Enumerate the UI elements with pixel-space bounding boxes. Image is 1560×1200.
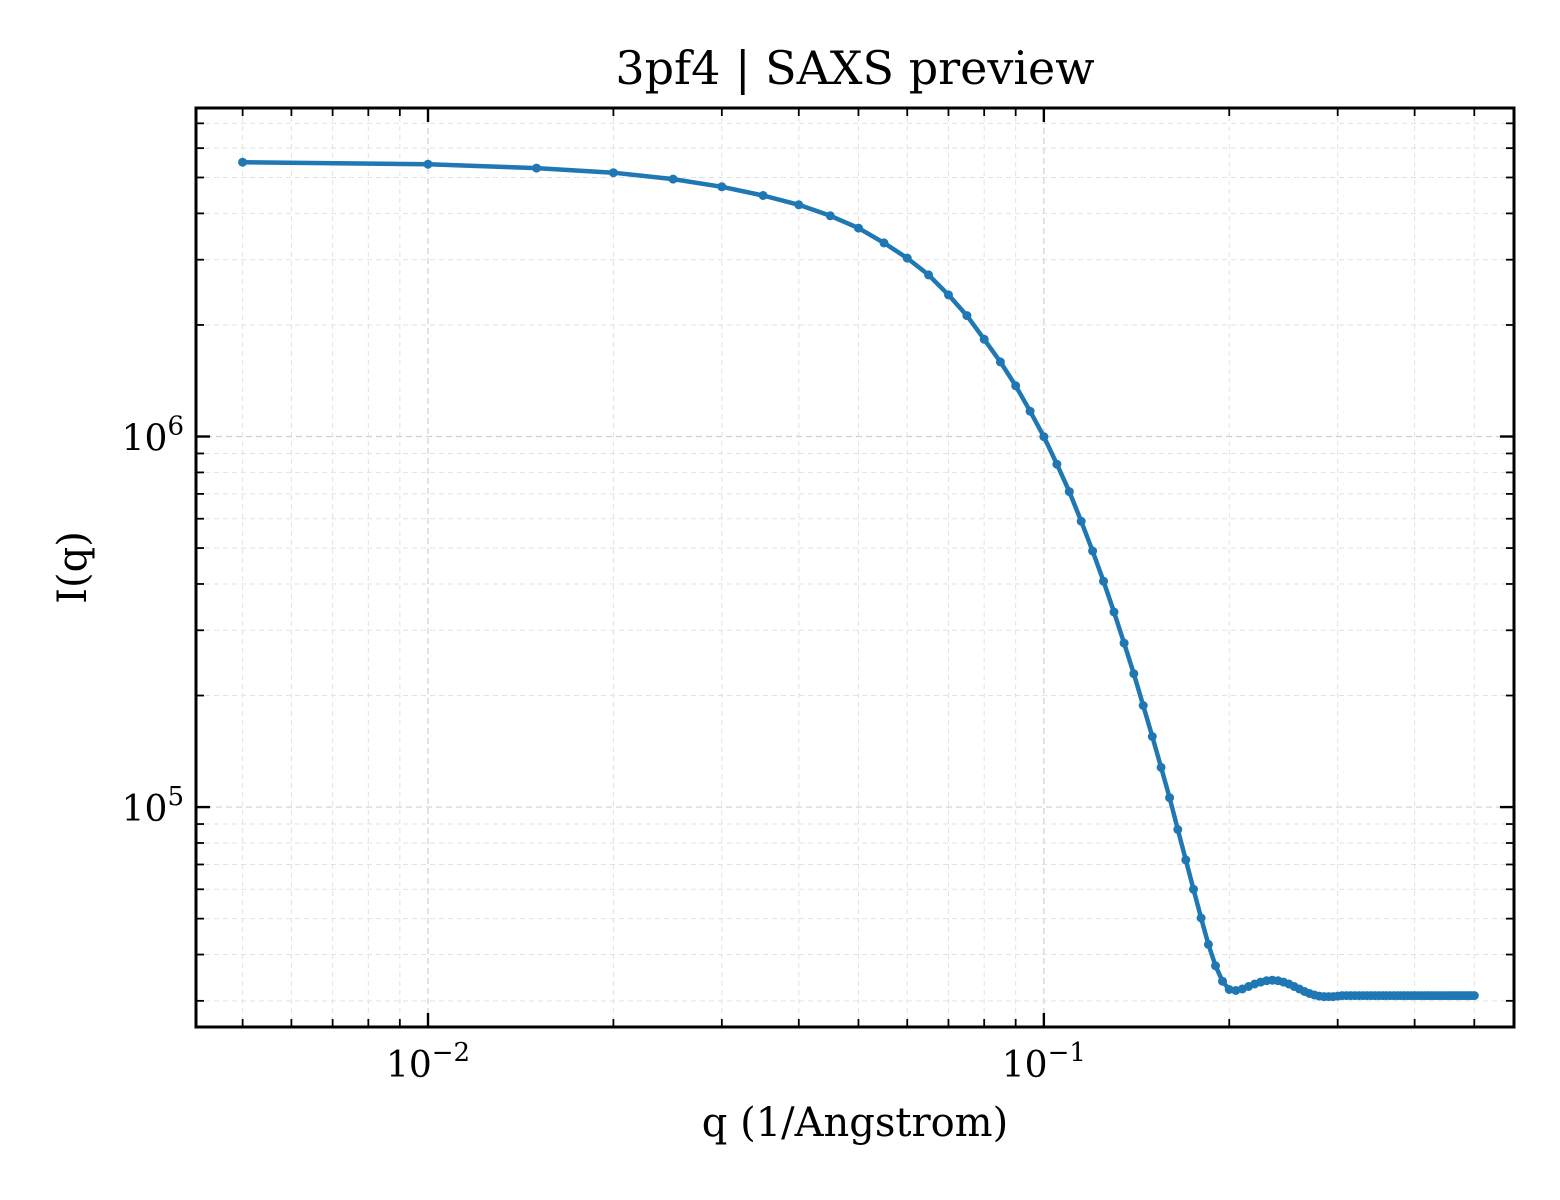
grid-lines [196, 108, 1514, 1027]
data-point [238, 157, 248, 167]
x-axis-label: q (1/Angstrom) [702, 1100, 1008, 1146]
data-point [1064, 487, 1074, 497]
data-point [794, 200, 804, 210]
data-point [1196, 913, 1206, 923]
data-point [1025, 406, 1035, 416]
data-point [879, 238, 889, 248]
data-point [1224, 985, 1234, 994]
data-point [1039, 432, 1049, 442]
x-tick-label: 10−2 [386, 1038, 470, 1086]
data-point [668, 174, 678, 184]
data-point [1138, 701, 1148, 710]
data-point [979, 334, 989, 344]
data-point [1109, 607, 1119, 617]
data-point [995, 357, 1005, 367]
data-point [1165, 793, 1175, 803]
data-point [854, 223, 863, 233]
data-point [962, 311, 972, 321]
data-point [608, 168, 618, 178]
y-tick-label: 106 [122, 412, 184, 460]
data-point [924, 270, 934, 280]
series-layer [238, 157, 1479, 1002]
data-point [902, 253, 912, 263]
data-point [1011, 381, 1021, 391]
data-point [1052, 459, 1062, 469]
data-point [1211, 961, 1220, 971]
data-point [1203, 939, 1213, 949]
data-point [1189, 884, 1198, 894]
data-point [1218, 976, 1227, 986]
data-point [423, 159, 433, 169]
data-point [944, 290, 953, 300]
y-axis-label: I(q) [50, 531, 96, 604]
data-point [758, 191, 768, 200]
data-point [1181, 855, 1191, 865]
data-point [717, 182, 727, 192]
data-point [825, 211, 835, 221]
chart-title: 3pf4 | SAXS preview [615, 41, 1094, 95]
data-point [1156, 762, 1166, 772]
data-point [1119, 638, 1129, 648]
data-point [1099, 576, 1108, 586]
plot-frame [194, 106, 1516, 1029]
data-point [1147, 732, 1157, 741]
data-point [1088, 546, 1098, 556]
data-point [1173, 825, 1183, 834]
data-point [532, 163, 541, 173]
data-point [1129, 669, 1139, 679]
data-point [1076, 516, 1086, 526]
data-point [1469, 991, 1479, 1001]
